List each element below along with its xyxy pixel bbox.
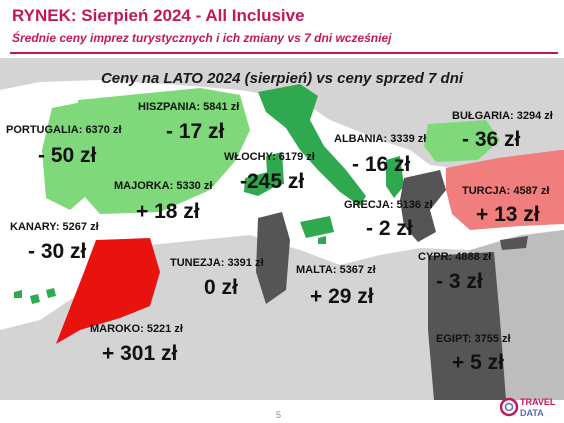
region-canary-1 — [14, 290, 22, 298]
destination-change-majorka: + 18 zł — [136, 200, 200, 223]
region-portugal — [42, 102, 86, 210]
destination-change-egipt: + 5 zł — [452, 351, 504, 374]
destination-label-bulgaria: BUŁGARIA: 3294 zł — [452, 110, 553, 122]
region-turkey — [446, 150, 564, 230]
destination-label-egipt: EGIPT: 3755 zł — [436, 333, 511, 345]
region-canary-2 — [30, 294, 40, 304]
destination-change-turcja: + 13 zł — [476, 203, 540, 226]
destination-change-wlochy: -245 zł — [240, 170, 305, 193]
destination-change-malta: + 29 zł — [310, 285, 374, 308]
travel-data-logo: TRAVEL DATA — [500, 397, 556, 418]
region-tunisia — [256, 212, 290, 304]
destination-change-albania: - 16 zł — [352, 153, 411, 176]
destination-label-portugalia: PORTUGALIA: 6370 zł — [6, 124, 122, 136]
region-bulgaria — [424, 120, 500, 162]
region-canary-3 — [46, 288, 56, 298]
region-italy — [258, 84, 366, 206]
destination-change-kanary: - 30 zł — [28, 240, 87, 263]
region-malta — [318, 236, 326, 244]
destination-label-wlochy: WŁOCHY: 6179 zł — [224, 151, 315, 163]
destination-change-cypr: - 3 zł — [436, 270, 483, 293]
destination-label-kanary: KANARY: 5267 zł — [10, 221, 99, 233]
destination-label-malta: MALTA: 5367 zł — [296, 264, 376, 276]
destination-change-tunezja: 0 zł — [204, 276, 238, 299]
page-title: RYNEK: Sierpień 2024 - All Inclusive — [12, 6, 305, 25]
map-heading: Ceny na LATO 2024 (sierpień) vs ceny spr… — [100, 70, 464, 87]
destination-label-turcja: TURCJA: 4587 zł — [462, 185, 550, 197]
logo-text-data: DATA — [520, 408, 544, 418]
logo-text-travel: TRAVEL — [520, 397, 556, 407]
destination-label-cypr: CYPR: 4888 zł — [418, 251, 492, 263]
destination-change-bulgaria: - 36 zł — [462, 128, 521, 151]
region-morocco — [56, 238, 160, 344]
destination-label-tunezja: TUNEZJA: 3391 zł — [170, 257, 264, 269]
region-sardinia — [266, 152, 284, 188]
title-divider — [10, 52, 558, 54]
mediterranean-map — [0, 58, 564, 400]
land-europe — [0, 58, 564, 170]
destination-change-portugalia: - 50 zł — [38, 144, 97, 167]
region-spain — [78, 88, 250, 214]
region-albania — [386, 156, 404, 198]
destination-change-maroko: + 301 zł — [102, 342, 178, 365]
region-greece — [400, 170, 446, 242]
destination-label-maroko: MAROKO: 5221 zł — [90, 323, 183, 335]
destination-label-hiszpania: HISZPANIA: 5841 zł — [138, 101, 240, 113]
destination-label-grecja: GRECJA: 5136 zł — [344, 199, 433, 211]
destination-label-majorka: MAJORKA: 5330 zł — [114, 180, 213, 192]
region-egypt — [428, 252, 506, 400]
page-subtitle: Średnie ceny imprez turystycznych i ich … — [12, 31, 392, 45]
region-sicily — [300, 216, 334, 238]
region-cyprus — [500, 236, 528, 250]
destination-label-albania: ALBANIA: 3339 zł — [334, 133, 427, 145]
page-number: 5 — [276, 410, 282, 420]
destination-change-grecja: - 2 zł — [366, 217, 413, 240]
destination-change-hiszpania: - 17 zł — [166, 120, 225, 143]
